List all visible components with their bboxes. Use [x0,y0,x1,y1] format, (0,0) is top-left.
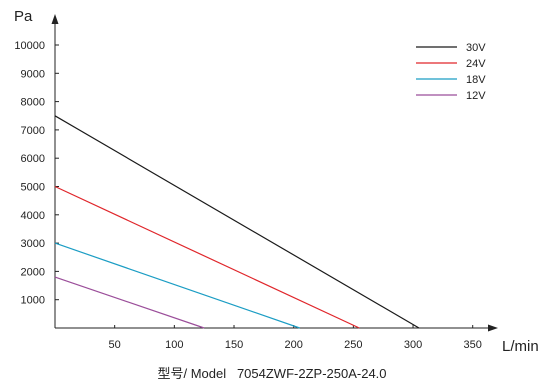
legend-label: 24V [466,58,486,70]
x-tick-label: 250 [344,339,362,351]
y-tick-label: 1000 [21,295,45,307]
x-axis-label: L/min [502,338,539,355]
y-tick-label: 10000 [14,40,45,52]
y-tick-label: 3000 [21,238,45,250]
x-tick-label: 100 [165,339,183,351]
x-tick-group: 50 100 150 200 250 300 350 [109,325,482,351]
axes [51,14,498,332]
y-tick-label: 9000 [21,68,45,80]
x-tick-label: 50 [109,339,121,351]
model-caption: 型号/ Model 7054ZWF-2ZP-250A-24.0 [157,366,386,381]
y-tick-label: 7000 [21,125,45,137]
x-tick-label: 200 [285,339,303,351]
y-axis-label: Pa [14,8,33,25]
series-line-18v [54,242,300,329]
y-tick-group: 1000 2000 3000 4000 5000 6000 7000 8000 9000 1000… [14,40,59,307]
series-line-12v [54,276,205,329]
series-line-30v [54,115,420,329]
x-tick-label: 300 [404,339,422,351]
legend-label: 18V [466,74,486,86]
series-line-24v [54,185,360,329]
y-tick-label: 2000 [21,266,45,278]
x-tick-label: 150 [225,339,243,351]
series-group [54,115,420,329]
legend-label: 12V [466,90,486,102]
y-tick-label: 6000 [21,153,45,165]
legend-label: 30V [466,42,486,54]
x-axis-arrow-icon [488,324,498,332]
y-tick-label: 8000 [21,97,45,109]
x-tick-label: 350 [464,339,482,351]
y-tick-label: 5000 [21,182,45,194]
legend: 30V 24V 18V 12V [416,42,486,102]
y-tick-label: 4000 [21,210,45,222]
y-axis-arrow-icon [51,14,59,24]
